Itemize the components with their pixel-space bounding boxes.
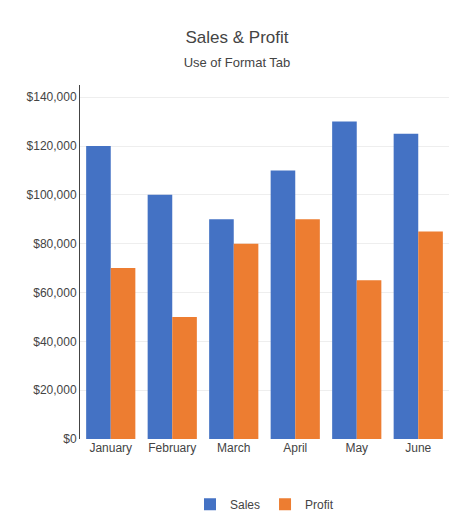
svg-text:$80,000: $80,000 (33, 237, 77, 251)
svg-text:May: May (345, 441, 368, 455)
svg-text:$120,000: $120,000 (27, 139, 77, 153)
svg-text:Sales: Sales (230, 498, 260, 512)
svg-text:Sales & Profit: Sales & Profit (186, 28, 289, 47)
svg-text:April: April (283, 441, 307, 455)
svg-text:Profit: Profit (305, 498, 334, 512)
svg-text:January: January (89, 441, 132, 455)
svg-text:March: March (217, 441, 250, 455)
svg-text:$0: $0 (63, 432, 77, 446)
svg-text:$20,000: $20,000 (33, 383, 77, 397)
svg-text:June: June (405, 441, 431, 455)
svg-text:$40,000: $40,000 (33, 335, 77, 349)
svg-text:February: February (148, 441, 196, 455)
svg-text:$60,000: $60,000 (33, 286, 77, 300)
svg-text:$100,000: $100,000 (27, 188, 77, 202)
svg-text:$140,000: $140,000 (27, 90, 77, 104)
svg-text:Use of Format Tab: Use of Format Tab (184, 55, 291, 70)
